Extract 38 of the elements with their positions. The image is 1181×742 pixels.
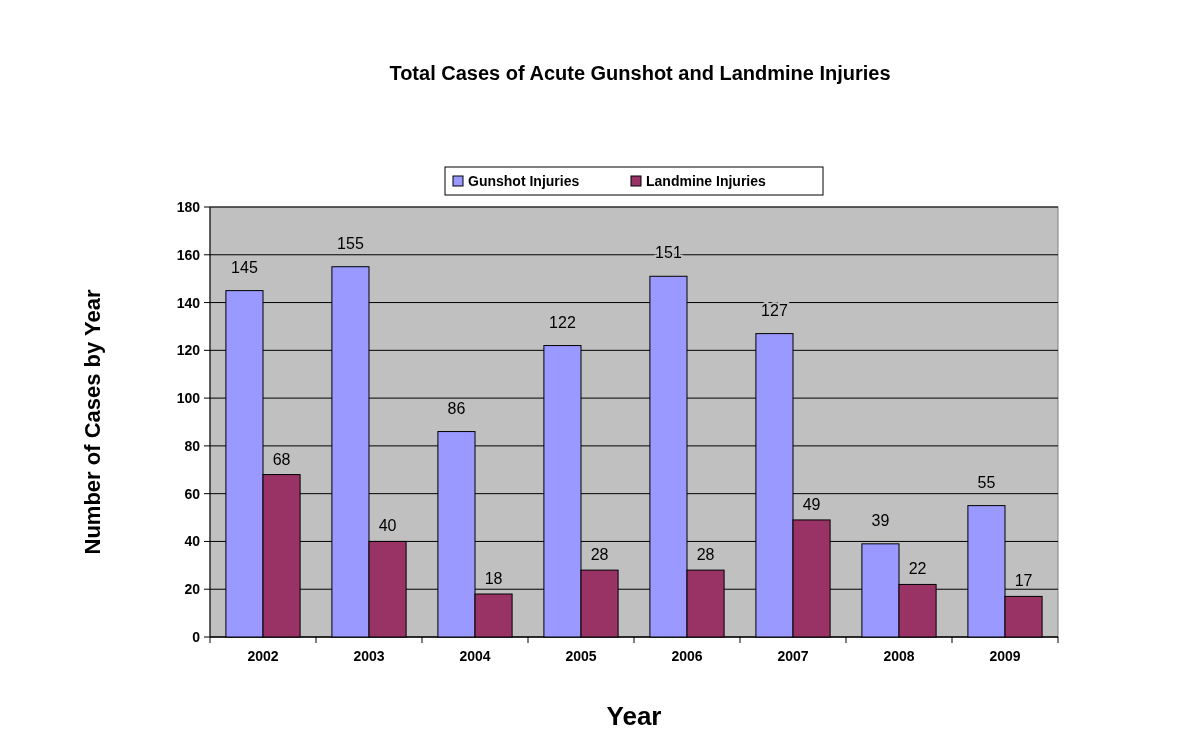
y-tick-label: 100 — [176, 390, 201, 407]
x-tick-label: 2002 — [247, 648, 279, 664]
data-label: 86 — [447, 399, 466, 417]
y-tick-label: 0 — [192, 629, 201, 645]
x-tick-label: 2005 — [565, 648, 597, 664]
legend-label: Gunshot Injuries — [468, 173, 580, 189]
y-tick-label: 80 — [184, 437, 201, 454]
x-axis-title: Year — [606, 701, 662, 731]
x-tick-label: 2007 — [777, 648, 809, 664]
y-tick-label: 120 — [176, 342, 201, 359]
chart-title: Total Cases of Acute Gunshot and Landmine Injuries — [389, 62, 891, 84]
data-label: 145 — [231, 258, 258, 276]
data-label: 68 — [272, 450, 291, 468]
x-tick-label: 2009 — [989, 648, 1021, 664]
data-label: 122 — [549, 313, 576, 331]
y-tick-label: 180 — [176, 199, 201, 215]
y-tick-label: 160 — [176, 246, 201, 263]
y-tick-label: 60 — [184, 485, 201, 502]
data-label: 55 — [977, 473, 996, 491]
x-tick-label: 2008 — [883, 648, 915, 664]
data-label: 28 — [590, 546, 609, 564]
data-label: 40 — [378, 517, 397, 535]
data-label: 18 — [484, 570, 503, 587]
y-tick-label: 20 — [184, 581, 201, 598]
y-axis-title: Number of Cases by Year — [80, 289, 105, 555]
data-label: 49 — [802, 495, 821, 513]
data-label: 155 — [337, 234, 364, 252]
data-label: 39 — [871, 511, 890, 529]
y-tick-label: 40 — [184, 533, 201, 550]
x-tick-label: 2006 — [671, 648, 703, 664]
data-label: 127 — [761, 301, 788, 319]
legend-label: Landmine Injuries — [646, 173, 767, 189]
y-tick-label: 140 — [176, 294, 201, 311]
data-label: 17 — [1014, 572, 1033, 590]
x-tick-label: 2003 — [353, 648, 385, 664]
data-label: 28 — [696, 546, 715, 564]
x-tick-label: 2004 — [459, 648, 491, 664]
data-label: 22 — [908, 560, 927, 578]
